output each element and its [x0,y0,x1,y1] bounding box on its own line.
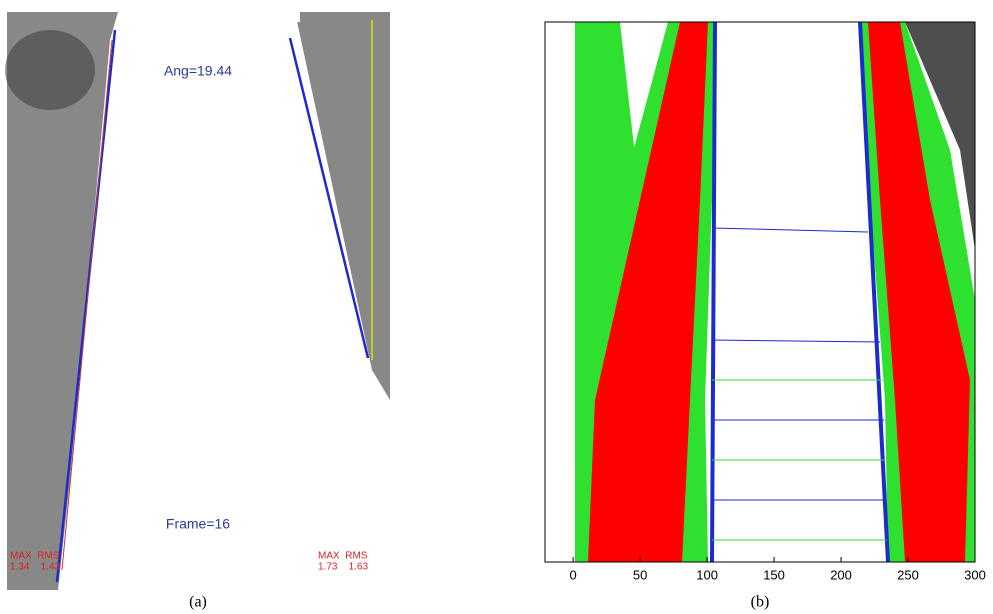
x-tick-label: 150 [763,567,785,582]
frame-label: Frame=16 [166,516,230,532]
right-stats-header: MAX RMS [318,551,368,562]
left-stats-values: 1.34 1.43 [10,562,60,573]
x-tick-label: 50 [633,567,647,582]
caption-b: (b) [751,594,770,611]
x-tick-label: 200 [830,567,852,582]
angle-label: Ang=19.44 [164,63,232,79]
x-tick-label: 100 [696,567,718,582]
left-stats-header: MAX RMS [10,551,60,562]
panel-b-plot [544,21,976,563]
panel-a-image [5,12,390,590]
right-stats-values: 1.73 1.63 [318,562,368,573]
caption-a: (a) [189,594,207,611]
x-tick-label: 250 [897,567,919,582]
x-tick-label: 300 [964,567,986,582]
x-tick-label: 0 [570,567,577,582]
